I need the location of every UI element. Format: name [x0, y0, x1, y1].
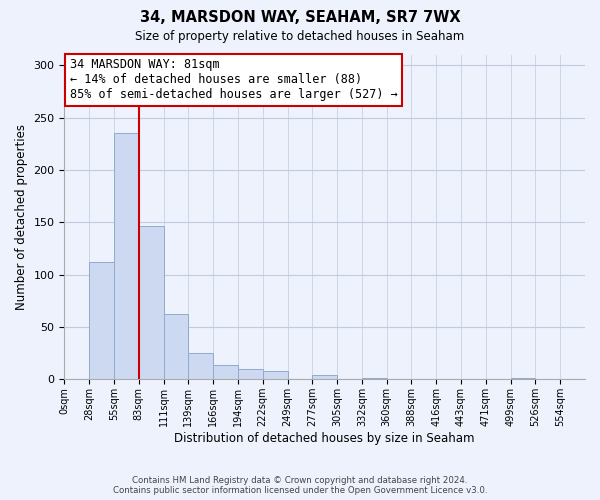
Bar: [114, 134, 139, 380]
Bar: [263, 371, 287, 380]
Bar: [139, 226, 164, 380]
X-axis label: Distribution of detached houses by size in Seaham: Distribution of detached houses by size …: [175, 432, 475, 445]
Text: 34 MARSDON WAY: 81sqm
← 14% of detached houses are smaller (88)
85% of semi-deta: 34 MARSDON WAY: 81sqm ← 14% of detached …: [70, 58, 397, 101]
Bar: [89, 262, 114, 380]
Bar: [313, 375, 337, 380]
Text: Contains HM Land Registry data © Crown copyright and database right 2024.
Contai: Contains HM Land Registry data © Crown c…: [113, 476, 487, 495]
Bar: [238, 369, 263, 380]
Bar: [188, 353, 213, 380]
Bar: [164, 314, 188, 380]
Text: 34, MARSDON WAY, SEAHAM, SR7 7WX: 34, MARSDON WAY, SEAHAM, SR7 7WX: [140, 10, 460, 25]
Text: Size of property relative to detached houses in Seaham: Size of property relative to detached ho…: [136, 30, 464, 43]
Bar: [511, 378, 535, 380]
Y-axis label: Number of detached properties: Number of detached properties: [15, 124, 28, 310]
Bar: [213, 364, 238, 380]
Bar: [362, 378, 386, 380]
